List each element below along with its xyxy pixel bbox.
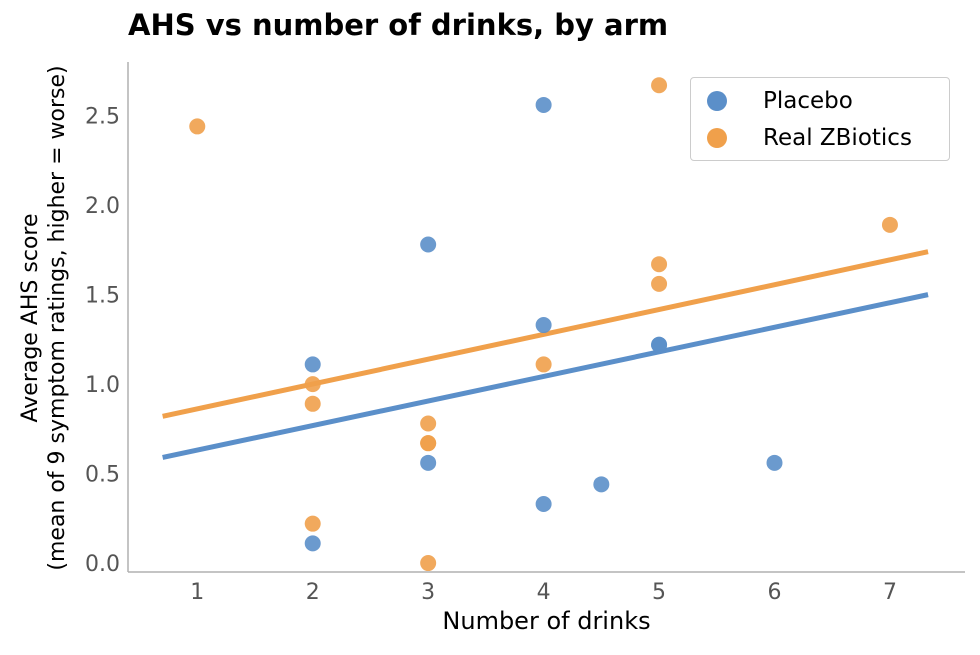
- fit-line-real-zbiotics: [162, 249, 929, 419]
- y-tick-label: 2.0: [85, 194, 120, 219]
- y-axis-label: Average AHS score (mean of 9 symptom rat…: [17, 18, 71, 618]
- point-placebo: [420, 236, 437, 253]
- legend-item-real-zbiotics: Real ZBiotics: [707, 123, 912, 153]
- x-axis-label: Number of drinks: [442, 607, 651, 635]
- point-placebo: [535, 496, 552, 512]
- point-real-zbiotics: [189, 118, 206, 135]
- data-points: [189, 77, 898, 572]
- point-placebo: [304, 535, 321, 552]
- point-real-zbiotics: [651, 256, 668, 273]
- legend-label-placebo: Placebo: [763, 88, 853, 114]
- x-tick-label: 6: [768, 580, 782, 605]
- point-placebo: [651, 336, 668, 353]
- point-real-zbiotics: [304, 376, 321, 393]
- x-tick-label: 2: [306, 580, 320, 605]
- point-real-zbiotics: [304, 395, 321, 412]
- legend-marker-placebo: [707, 91, 727, 111]
- y-axis-label-line-1: Average AHS score: [18, 213, 43, 423]
- point-placebo: [535, 96, 552, 113]
- point-placebo: [766, 454, 783, 471]
- point-real-zbiotics: [651, 77, 668, 94]
- x-tick-label: 1: [190, 580, 204, 605]
- y-tick-label: 2.5: [85, 105, 120, 130]
- legend-label-real-zbiotics: Real ZBiotics: [763, 125, 912, 151]
- legend: Placebo Real ZBiotics: [690, 77, 950, 161]
- point-placebo: [535, 317, 552, 334]
- y-tick-label: 1.0: [85, 373, 120, 398]
- point-placebo: [593, 476, 610, 493]
- point-placebo: [304, 356, 321, 373]
- y-tick-label: 0.0: [85, 552, 120, 577]
- y-tick-label: 0.5: [85, 463, 120, 488]
- x-tick-label: 7: [883, 580, 897, 605]
- y-tick-label: 1.5: [85, 284, 120, 309]
- x-tick-label: 3: [421, 580, 435, 605]
- fit-line-placebo: [162, 292, 929, 460]
- axes: 1 2 3 4 5 6 7 0.0 0.5 1.0 1.5 2.0 2.5: [85, 62, 965, 605]
- y-axis-label-line-2: (mean of 9 symptom ratings, higher = wor…: [45, 65, 70, 571]
- chart-title: AHS vs number of drinks, by arm: [128, 8, 669, 42]
- point-real-zbiotics: [881, 216, 898, 233]
- point-real-zbiotics: [420, 415, 437, 432]
- regression-lines: [162, 249, 929, 460]
- x-tick-label: 5: [652, 580, 666, 605]
- point-placebo: [420, 454, 437, 471]
- point-real-zbiotics: [420, 555, 437, 572]
- point-real-zbiotics: [304, 515, 321, 532]
- point-real-zbiotics: [420, 435, 437, 452]
- point-real-zbiotics: [535, 356, 552, 373]
- legend-marker-real-zbiotics: [707, 128, 727, 148]
- x-tick-label: 4: [537, 580, 551, 605]
- legend-item-placebo: Placebo: [707, 86, 853, 116]
- point-real-zbiotics: [651, 275, 668, 292]
